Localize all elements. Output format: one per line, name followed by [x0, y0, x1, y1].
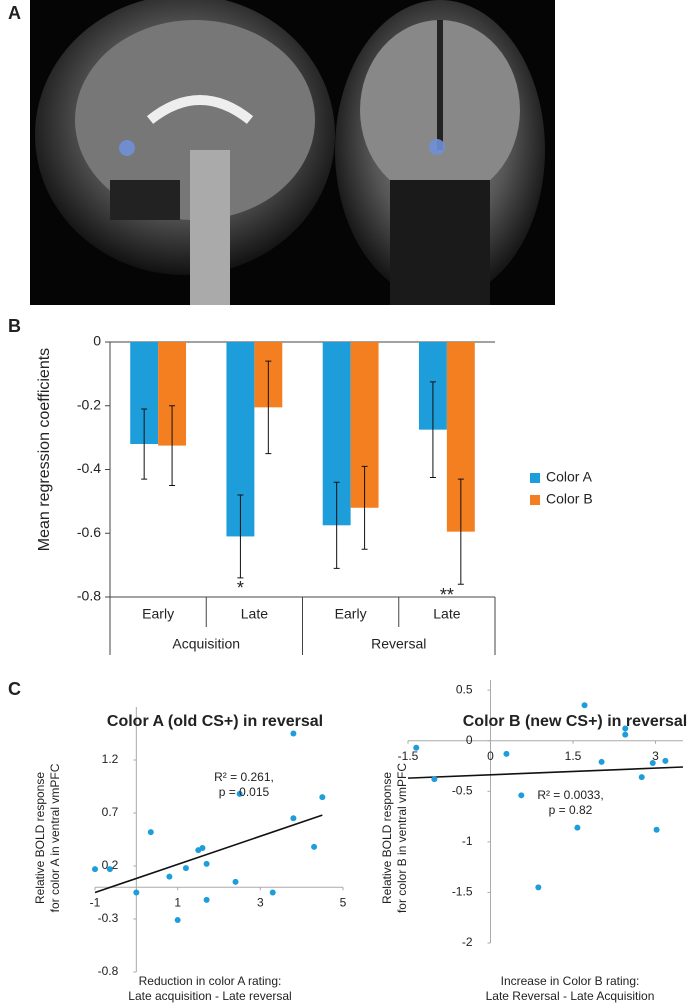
y-tick-label: -2	[462, 935, 473, 949]
x-tick-label: Early	[335, 606, 367, 622]
x-axis-label: Reduction in color A rating:	[139, 974, 282, 988]
point	[232, 878, 239, 885]
error-bar	[141, 408, 148, 480]
panel-label: C	[8, 679, 21, 699]
x-tick-label: -1	[90, 895, 101, 909]
point	[662, 757, 669, 764]
x-tick-label: 1.5	[565, 749, 582, 763]
y-axis-label: Relative BOLD response	[380, 772, 394, 904]
point	[622, 731, 629, 738]
x-axis-label: Increase in Color B rating:	[501, 974, 640, 988]
significance-label: **	[440, 585, 454, 605]
point	[174, 917, 181, 924]
chart-title: Color B (new CS+) in reversal	[463, 713, 688, 730]
x-axis-label: Late acquisition - Late reversal	[128, 989, 291, 1003]
y-tick-label: -0.5	[452, 783, 473, 797]
y-tick-label: -0.4	[77, 460, 101, 476]
point	[166, 873, 173, 880]
point	[182, 865, 189, 872]
point	[203, 896, 210, 903]
y-tick-label: -0.2	[77, 396, 101, 412]
error-bar	[265, 360, 272, 455]
legend-label: Color B	[546, 491, 593, 507]
trendline	[407, 766, 684, 779]
y-axis-label: Relative BOLD response	[33, 772, 47, 904]
point	[269, 889, 276, 896]
point	[236, 790, 243, 797]
x-tick-label: Late	[241, 606, 268, 622]
y-tick-label: -1.5	[452, 885, 473, 899]
y-tick-label: 1.2	[102, 752, 119, 766]
error-bar	[457, 478, 464, 585]
annotation: R² = 0.0033,	[537, 788, 603, 802]
x-tick-label: 0	[487, 749, 494, 763]
x-tick-label: 5	[340, 895, 347, 909]
point	[290, 730, 297, 737]
error-bar	[333, 481, 340, 569]
point	[203, 860, 210, 867]
point	[598, 758, 605, 765]
group-label: Acquisition	[172, 636, 240, 652]
x-axis-label: Late Reversal - Late Acquisition	[486, 989, 655, 1003]
error-bar	[429, 381, 436, 478]
point	[311, 843, 318, 850]
point	[147, 829, 154, 836]
annotation: p = 0.82	[549, 803, 593, 817]
point	[622, 725, 629, 732]
point	[535, 884, 542, 891]
annotation: p = 0.015	[219, 785, 270, 799]
y-tick-label: 0.5	[456, 682, 473, 696]
y-axis-label: for color A in ventral vmPFC	[48, 763, 62, 912]
legend-swatch	[530, 473, 540, 483]
point	[574, 824, 581, 831]
point	[638, 774, 645, 781]
point	[653, 826, 660, 833]
point	[649, 759, 656, 766]
x-tick-label: 3	[652, 749, 659, 763]
point	[319, 794, 326, 801]
annotation: R² = 0.261,	[214, 770, 274, 784]
y-axis-label: Mean regression coefficients	[36, 348, 53, 551]
y-tick-label: -0.6	[77, 524, 101, 540]
point	[431, 776, 438, 783]
point	[106, 866, 113, 873]
chart-title: Color A (old CS+) in reversal	[107, 713, 323, 730]
panel-label: B	[8, 316, 21, 336]
y-tick-label: 0	[466, 733, 473, 747]
group-label: Reversal	[371, 636, 426, 652]
y-tick-label: -0.8	[77, 588, 101, 604]
legend-swatch	[530, 495, 540, 505]
trendline	[94, 814, 323, 894]
y-tick-label: 0.7	[102, 805, 119, 819]
point	[199, 844, 206, 851]
brain-images	[30, 0, 555, 305]
x-tick-label: Late	[433, 606, 460, 622]
x-tick-label: -1.5	[398, 749, 419, 763]
legend-label: Color A	[546, 469, 593, 485]
point	[290, 815, 297, 822]
y-tick-label: -0.3	[98, 911, 119, 925]
point	[581, 702, 588, 709]
y-tick-label: -0.8	[98, 964, 119, 978]
x-tick-label: Early	[142, 606, 174, 622]
error-bar	[237, 494, 244, 579]
point	[413, 744, 420, 751]
y-axis-label: for color B in ventral vmPFC	[395, 763, 409, 913]
y-tick-label: 0	[93, 333, 101, 349]
point	[133, 889, 140, 896]
x-tick-label: 3	[257, 895, 264, 909]
error-bar	[169, 405, 176, 486]
point	[92, 866, 98, 873]
x-tick-label: 1	[174, 895, 181, 909]
y-tick-label: -1	[462, 834, 473, 848]
panel-label: A	[8, 3, 21, 23]
y-tick-label: 0.2	[102, 858, 119, 872]
point	[518, 792, 525, 799]
significance-label: *	[237, 578, 244, 598]
error-bar	[361, 465, 368, 550]
point	[503, 750, 510, 757]
